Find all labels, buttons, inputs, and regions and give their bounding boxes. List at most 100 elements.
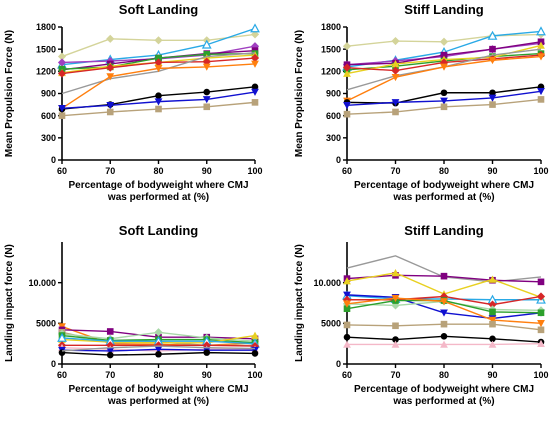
data-point xyxy=(106,351,114,359)
data-point xyxy=(440,97,448,105)
data-point xyxy=(250,53,260,63)
data-point xyxy=(391,340,400,348)
x-axis-label: was performed at (%) xyxy=(107,396,209,407)
y-tick-label: 300 xyxy=(326,133,341,143)
x-tick-label: 60 xyxy=(342,166,352,176)
series-line xyxy=(61,345,256,352)
data-point xyxy=(488,275,497,283)
data-point xyxy=(391,294,400,303)
data-point xyxy=(537,53,545,61)
y-tick-label: 300 xyxy=(41,133,56,143)
data-point xyxy=(488,56,497,65)
y-tick-label: 5000 xyxy=(36,319,56,329)
x-tick-label: 60 xyxy=(57,370,67,380)
x-tick-label: 100 xyxy=(247,370,262,380)
data-point xyxy=(202,63,211,71)
data-point xyxy=(343,305,351,312)
y-tick-label: 900 xyxy=(326,89,341,99)
y-tick-label: 600 xyxy=(41,111,56,121)
data-point xyxy=(343,300,351,308)
x-axis-label: Percentage of bodyweight where CMJ xyxy=(68,384,248,395)
data-point xyxy=(154,65,163,73)
data-point xyxy=(342,42,352,51)
y-tick-label: 1800 xyxy=(321,22,341,32)
series-1 xyxy=(342,30,546,51)
y-tick-label: 1500 xyxy=(36,44,56,54)
data-point xyxy=(440,333,448,340)
data-point xyxy=(391,36,400,46)
data-point xyxy=(391,73,400,82)
chart-title: Soft Landing xyxy=(119,2,198,17)
data-point xyxy=(537,326,545,334)
data-point xyxy=(343,102,351,110)
data-point xyxy=(440,51,448,59)
y-tick-label: 1800 xyxy=(36,22,56,32)
data-point xyxy=(251,331,259,339)
data-point xyxy=(154,98,163,106)
data-point xyxy=(250,23,260,33)
chart-panel-1: Soft Landing 0 300 600 900 1200 1500 1800 60 70 80… xyxy=(4,2,263,203)
x-tick-label: 90 xyxy=(202,370,212,380)
data-point xyxy=(343,321,351,329)
data-point xyxy=(343,110,351,118)
y-tick-label: 1500 xyxy=(321,44,341,54)
data-point xyxy=(58,104,66,113)
x-axis-label: was performed at (%) xyxy=(107,192,209,203)
y-tick-label: 0 xyxy=(336,359,341,369)
data-point xyxy=(537,309,545,317)
data-point xyxy=(154,328,163,337)
data-point xyxy=(155,105,162,113)
data-point xyxy=(489,335,496,343)
data-point xyxy=(154,36,163,45)
data-point xyxy=(536,26,546,36)
data-point xyxy=(489,320,496,328)
x-axis-label: Percentage of bodyweight where CMJ xyxy=(354,384,534,395)
data-point xyxy=(537,87,545,96)
data-point xyxy=(343,277,351,285)
data-point xyxy=(489,89,496,97)
data-point xyxy=(203,103,211,111)
data-point xyxy=(488,340,497,348)
x-axis-label: was performed at (%) xyxy=(392,396,494,407)
y-tick-label: 5000 xyxy=(321,319,341,329)
data-point xyxy=(440,89,448,97)
data-point xyxy=(488,94,497,102)
y-tick-label: 0 xyxy=(336,155,341,165)
chart-panel-3: Soft Landing 0 5000 10.000 60 70 80 90 100 Percen… xyxy=(4,223,263,407)
x-axis-label: was performed at (%) xyxy=(392,192,494,203)
x-tick-label: 90 xyxy=(487,166,497,176)
data-point xyxy=(251,60,259,68)
data-point xyxy=(536,292,546,301)
data-point xyxy=(391,66,400,75)
y-axis-label: Mean Propulsion Force (N) xyxy=(294,30,305,157)
data-point xyxy=(251,350,259,357)
chart-panel-4: Stiff Landing 0 5000 10.000 60 70 80 90 100 Perce… xyxy=(294,223,549,407)
data-point xyxy=(488,316,497,324)
y-axis-label: Mean Propulsion Force (N) xyxy=(4,30,15,157)
y-tick-label: 10.000 xyxy=(313,278,341,288)
y-tick-label: 0 xyxy=(51,155,56,165)
x-axis-label: Percentage of bodyweight where CMJ xyxy=(354,180,534,191)
x-tick-label: 60 xyxy=(342,370,352,380)
y-tick-label: 1200 xyxy=(321,67,341,77)
data-point xyxy=(440,272,448,280)
data-point xyxy=(251,83,259,91)
data-point xyxy=(440,309,448,317)
data-point xyxy=(58,112,66,119)
data-point xyxy=(343,333,351,341)
x-tick-label: 70 xyxy=(390,370,400,380)
data-point xyxy=(57,52,67,61)
data-point xyxy=(392,108,399,116)
series-11 xyxy=(343,87,545,110)
y-axis-label: Landing impact force (N) xyxy=(4,244,15,362)
data-point xyxy=(57,69,67,78)
data-point xyxy=(488,300,497,309)
x-tick-label: 80 xyxy=(439,166,449,176)
x-tick-label: 70 xyxy=(390,166,400,176)
data-point xyxy=(537,320,545,328)
data-point xyxy=(391,60,400,68)
data-point xyxy=(489,308,496,316)
series-12 xyxy=(343,339,545,348)
x-tick-label: 60 xyxy=(57,166,67,176)
